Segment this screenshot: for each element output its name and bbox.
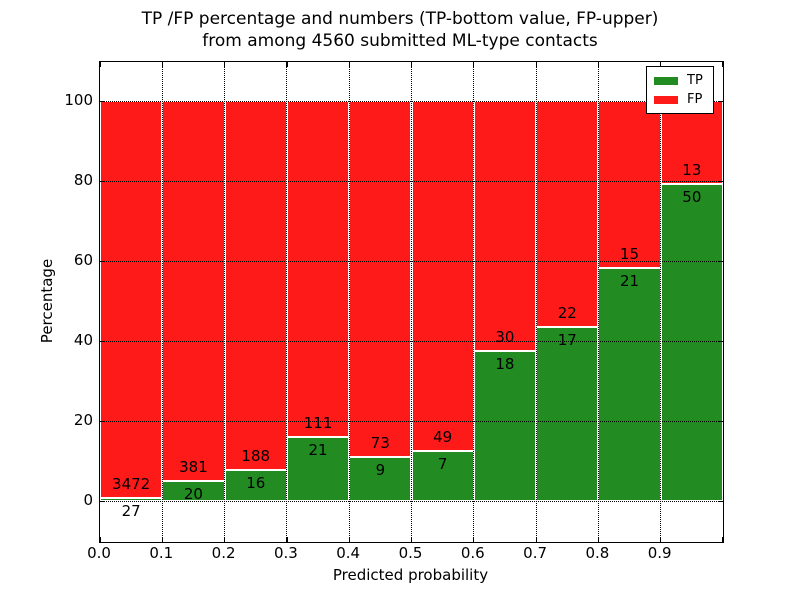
x-tick-mark bbox=[722, 537, 724, 542]
x-tick-label: 0.0 bbox=[87, 544, 111, 562]
legend-entry: TP bbox=[654, 72, 713, 88]
x-tick-mark bbox=[535, 62, 537, 67]
legend: TP FP bbox=[646, 66, 714, 114]
x-tick-label: 0.1 bbox=[149, 544, 174, 562]
bar-segment-fp bbox=[224, 101, 287, 470]
chart-title-line-1: TP /FP percentage and numbers (TP-bottom… bbox=[141, 9, 659, 29]
x-tick-mark bbox=[100, 62, 102, 67]
bar-segment-tp bbox=[100, 497, 163, 501]
tp-count-label: 27 bbox=[121, 501, 141, 520]
x-tick-mark bbox=[597, 537, 600, 542]
x-tick-mark bbox=[286, 62, 288, 67]
legend-entry: FP bbox=[654, 91, 713, 107]
x-tick-mark bbox=[348, 62, 350, 67]
bar-segment-fp bbox=[162, 101, 225, 482]
x-axis-label: Predicted probability bbox=[332, 566, 489, 584]
bar-segment-fp bbox=[286, 101, 350, 438]
bar-segment-fp bbox=[660, 101, 723, 184]
x-tick-label: 0.5 bbox=[398, 544, 423, 562]
x-tick-mark bbox=[161, 537, 163, 542]
bar-segment-tp bbox=[473, 351, 537, 501]
x-tick-mark bbox=[660, 537, 662, 542]
x-tick-mark bbox=[100, 537, 102, 542]
x-tick-label: 0.4 bbox=[336, 544, 361, 562]
bar-segment-fp bbox=[100, 101, 163, 498]
x-tick-mark bbox=[597, 62, 600, 67]
bar-segment-fp bbox=[349, 101, 412, 458]
x-tick-mark bbox=[348, 537, 350, 542]
x-tick-label: 0.7 bbox=[523, 544, 548, 562]
x-tick-mark bbox=[535, 537, 537, 542]
bar-segment-tp bbox=[224, 469, 287, 501]
legend-swatch-tp-icon bbox=[654, 76, 678, 85]
y-tick-label: 100 bbox=[64, 91, 93, 109]
plot-area: 3472 27 381 20 188 16 111 21 73 9 49 7 30 18 22 17 15 21 1… bbox=[99, 61, 724, 543]
bar-segment-fp bbox=[536, 101, 599, 327]
y-tick-label: 80 bbox=[73, 171, 93, 189]
bar-segment-tp bbox=[598, 267, 661, 501]
x-tick-mark bbox=[473, 537, 475, 542]
x-tick-mark bbox=[473, 62, 475, 67]
legend-swatch-fp-icon bbox=[654, 95, 678, 104]
x-tick-label: 0.2 bbox=[211, 544, 236, 562]
x-tick-mark bbox=[224, 537, 226, 542]
bar-segment-fp bbox=[598, 101, 661, 268]
bar-segment-tp bbox=[660, 183, 723, 501]
x-tick-mark bbox=[411, 62, 413, 67]
x-tick-mark bbox=[411, 537, 413, 542]
y-tick-label: 60 bbox=[73, 251, 93, 269]
legend-label: FP bbox=[687, 91, 703, 107]
bar-segment-tp bbox=[286, 437, 350, 501]
x-tick-label: 0.8 bbox=[585, 544, 610, 562]
chart-title-line-2: from among 4560 submitted ML-type contac… bbox=[202, 31, 598, 51]
x-tick-mark bbox=[286, 537, 288, 542]
bar-segment-tp bbox=[536, 326, 599, 501]
x-tick-label: 0.3 bbox=[273, 544, 298, 562]
x-tick-mark bbox=[224, 62, 226, 67]
y-tick-label: 20 bbox=[73, 411, 93, 429]
legend-label: TP bbox=[687, 72, 703, 88]
bar-segment-tp bbox=[162, 481, 225, 501]
x-tick-label: 0.9 bbox=[647, 544, 672, 562]
y-tick-label: 40 bbox=[73, 331, 93, 349]
bar-segment-tp bbox=[349, 457, 412, 501]
x-tick-label: 0.6 bbox=[460, 544, 485, 562]
bar-segment-fp bbox=[411, 101, 474, 451]
bar-segment-fp bbox=[473, 101, 537, 351]
chart-title: TP /FP percentage and numbers (TP-bottom… bbox=[0, 8, 800, 52]
bar-segment-tp bbox=[411, 451, 474, 501]
y-tick-label: 0 bbox=[83, 491, 93, 509]
x-tick-mark bbox=[161, 62, 163, 67]
x-tick-mark bbox=[722, 62, 724, 67]
